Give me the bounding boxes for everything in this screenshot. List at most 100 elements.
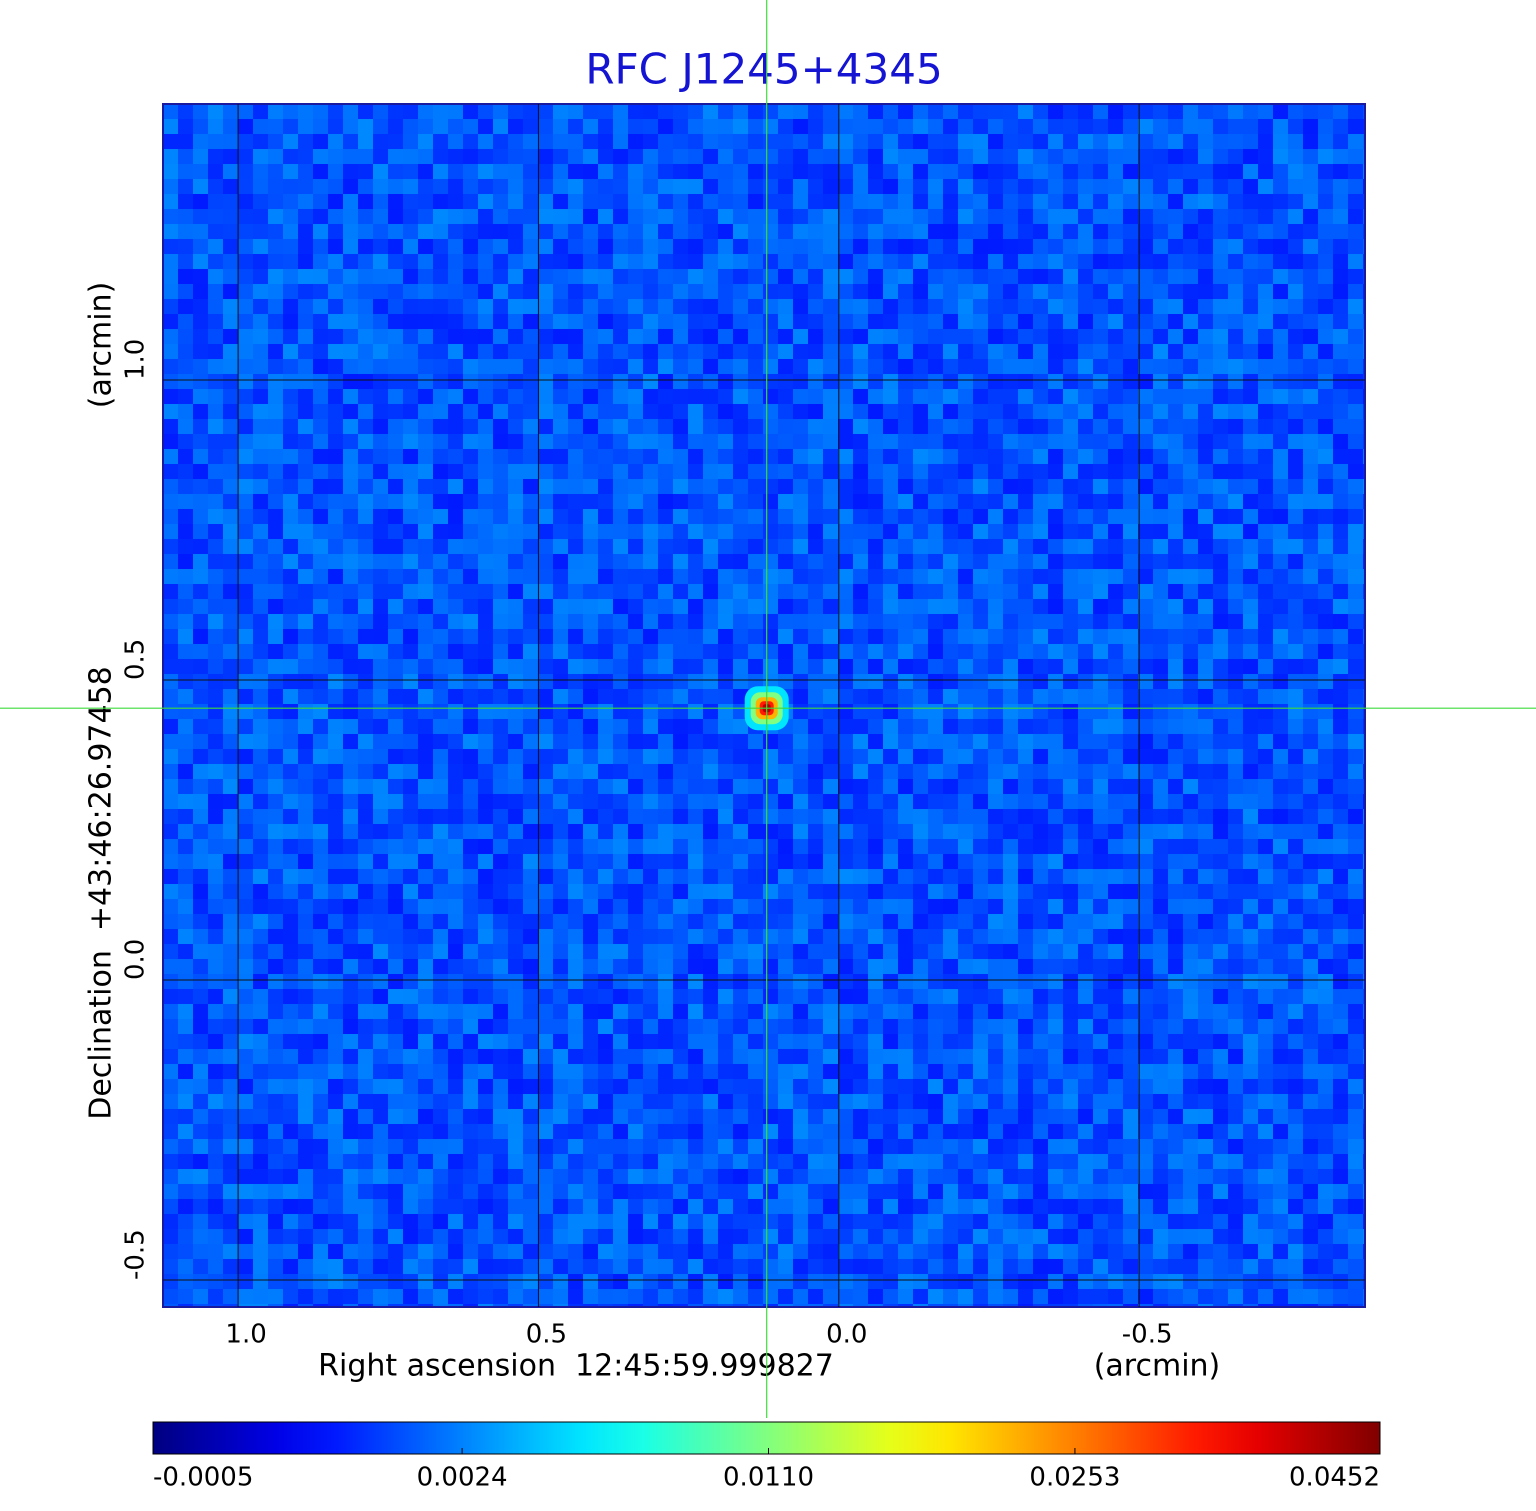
image-pixel: [1138, 764, 1154, 780]
image-pixel: [1288, 1004, 1304, 1020]
image-pixel: [1018, 959, 1034, 975]
image-pixel: [1018, 869, 1034, 885]
image-pixel: [643, 794, 659, 810]
image-pixel: [868, 809, 884, 825]
image-pixel: [178, 869, 194, 885]
image-pixel: [178, 209, 194, 225]
image-pixel: [673, 404, 689, 420]
image-pixel: [1048, 854, 1064, 870]
image-pixel: [868, 314, 884, 330]
image-pixel: [1273, 914, 1289, 930]
image-pixel: [568, 689, 584, 705]
image-pixel: [508, 794, 524, 810]
image-pixel: [373, 704, 389, 720]
image-pixel: [298, 869, 314, 885]
image-pixel: [283, 719, 299, 735]
image-pixel: [823, 584, 839, 600]
image-pixel: [598, 329, 614, 345]
image-pixel: [1348, 299, 1364, 315]
image-pixel: [838, 434, 854, 450]
image-pixel: [163, 914, 179, 930]
image-pixel: [1138, 374, 1154, 390]
image-pixel: [1303, 434, 1319, 450]
image-pixel: [703, 794, 719, 810]
image-pixel: [1303, 389, 1319, 405]
image-pixel: [643, 944, 659, 960]
image-pixel: [643, 449, 659, 465]
image-pixel: [508, 179, 524, 195]
image-pixel: [823, 599, 839, 615]
image-pixel: [733, 104, 749, 120]
image-pixel: [1183, 134, 1199, 150]
image-pixel: [763, 989, 779, 1005]
image-pixel: [1333, 449, 1349, 465]
image-pixel: [838, 524, 854, 540]
image-pixel: [673, 389, 689, 405]
image-pixel: [838, 584, 854, 600]
image-pixel: [163, 764, 179, 780]
image-pixel: [688, 284, 704, 300]
image-pixel: [643, 719, 659, 735]
image-pixel: [238, 584, 254, 600]
image-pixel: [418, 239, 434, 255]
image-pixel: [1018, 779, 1034, 795]
image-pixel: [283, 674, 299, 690]
image-pixel: [598, 584, 614, 600]
image-pixel: [1003, 884, 1019, 900]
image-pixel: [913, 944, 929, 960]
image-pixel: [1288, 119, 1304, 135]
image-pixel: [1348, 674, 1364, 690]
image-pixel: [448, 914, 464, 930]
image-pixel: [268, 374, 284, 390]
image-pixel: [208, 179, 224, 195]
image-pixel: [1093, 329, 1109, 345]
image-pixel: [763, 359, 779, 375]
image-pixel: [748, 299, 764, 315]
image-pixel: [1063, 794, 1079, 810]
image-pixel: [1243, 449, 1259, 465]
image-pixel: [988, 749, 1004, 765]
image-pixel: [208, 644, 224, 660]
image-pixel: [1108, 809, 1124, 825]
image-pixel: [1273, 629, 1289, 645]
image-pixel: [628, 539, 644, 555]
image-pixel: [1213, 179, 1229, 195]
image-pixel: [568, 1004, 584, 1020]
image-pixel: [1063, 809, 1079, 825]
image-pixel: [733, 149, 749, 165]
image-pixel: [1198, 179, 1214, 195]
image-pixel: [748, 974, 764, 990]
image-pixel: [898, 269, 914, 285]
image-pixel: [508, 389, 524, 405]
image-pixel: [238, 164, 254, 180]
image-pixel: [1183, 914, 1199, 930]
image-pixel: [1318, 584, 1334, 600]
image-pixel: [343, 824, 359, 840]
image-pixel: [703, 449, 719, 465]
image-pixel: [1333, 494, 1349, 510]
image-pixel: [1078, 899, 1094, 915]
image-pixel: [433, 284, 449, 300]
image-pixel: [853, 1019, 869, 1035]
image-pixel: [853, 344, 869, 360]
image-pixel: [1168, 689, 1184, 705]
image-pixel: [1003, 374, 1019, 390]
image-pixel: [433, 134, 449, 150]
image-pixel: [1108, 164, 1124, 180]
image-pixel: [688, 209, 704, 225]
image-pixel: [1123, 584, 1139, 600]
image-pixel: [823, 809, 839, 825]
image-pixel: [808, 974, 824, 990]
image-pixel: [643, 269, 659, 285]
image-pixel: [238, 404, 254, 420]
image-pixel: [1018, 254, 1034, 270]
image-pixel: [1228, 764, 1244, 780]
image-pixel: [1303, 134, 1319, 150]
image-pixel: [868, 359, 884, 375]
image-pixel: [913, 359, 929, 375]
image-pixel: [268, 539, 284, 555]
image-pixel: [958, 629, 974, 645]
image-pixel: [553, 104, 569, 120]
image-pixel: [208, 284, 224, 300]
image-pixel: [1138, 239, 1154, 255]
